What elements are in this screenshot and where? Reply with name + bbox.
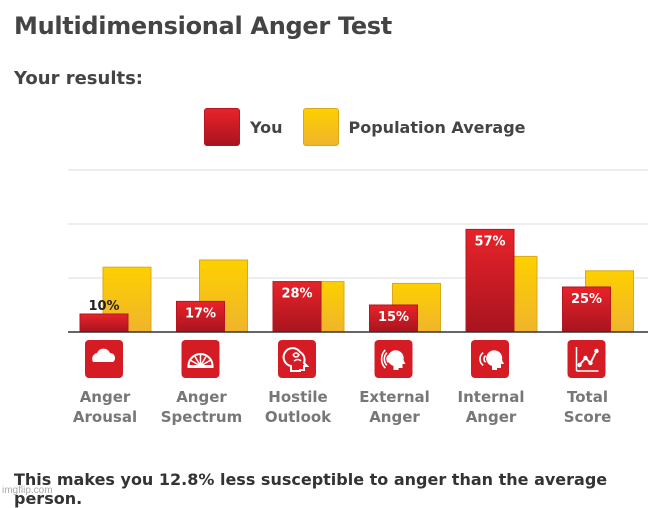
category-label: Spectrum [161,408,242,426]
result-summary: This makes you 12.8% less susceptible to… [14,470,608,508]
legend-label-population: Population Average [348,117,526,137]
results-heading: Your results: [14,68,144,89]
bar-value-label: 28% [281,287,312,302]
category-label: Total [567,388,608,406]
category-label: Anger [80,388,131,406]
category-label: Anger [176,388,227,406]
fan-ray [199,355,208,367]
bar-value-label: 25% [571,292,602,307]
legend-label-you: You [250,117,283,137]
category-label: Internal [458,388,525,406]
bar-value-label: 17% [185,306,216,321]
trend-line [578,350,598,366]
trend-point [583,355,588,361]
legend-swatch-population [302,108,339,146]
bar-you [562,286,611,333]
lightning-shape [101,362,108,374]
sound-wave [386,354,390,364]
category-label: Anger [369,408,420,426]
bar-value-label: 10% [88,299,119,314]
fan-ray [193,355,202,367]
sound-wave [483,355,487,363]
sound-wave [479,351,484,367]
category-label: Anger [466,408,517,426]
trend-point [594,348,599,354]
fan-ray [200,359,212,367]
chart-legend: You Population Average [204,108,546,146]
trend-point [588,360,593,366]
bar-you [272,281,322,333]
fan-ray [189,359,201,367]
head-outline [282,347,310,372]
bar-value-label: 57% [474,234,505,249]
bar-you [369,304,418,333]
trend-point [577,362,582,368]
head-silhouette [387,350,406,370]
cloud-shape [92,348,116,362]
category-label: Score [564,408,612,426]
bar-value-label: 15% [378,310,409,325]
legend-item-you: You [204,108,283,146]
head-silhouette [486,350,504,370]
category-label: Arousal [73,408,137,426]
head-swirl [292,352,302,362]
page-title: Multidimensional Anger Test [14,12,392,40]
category-label: External [359,388,430,406]
legend-item-population: Population Average [302,108,526,146]
category-label: Hostile [268,388,327,406]
legend-swatch-you [204,108,240,146]
bar-you [79,313,129,333]
category-label: Outlook [265,408,332,426]
fan-arc [187,353,214,367]
sound-wave [383,352,388,366]
sound-wave [380,349,386,369]
watermark: imgflip.com [2,485,53,496]
